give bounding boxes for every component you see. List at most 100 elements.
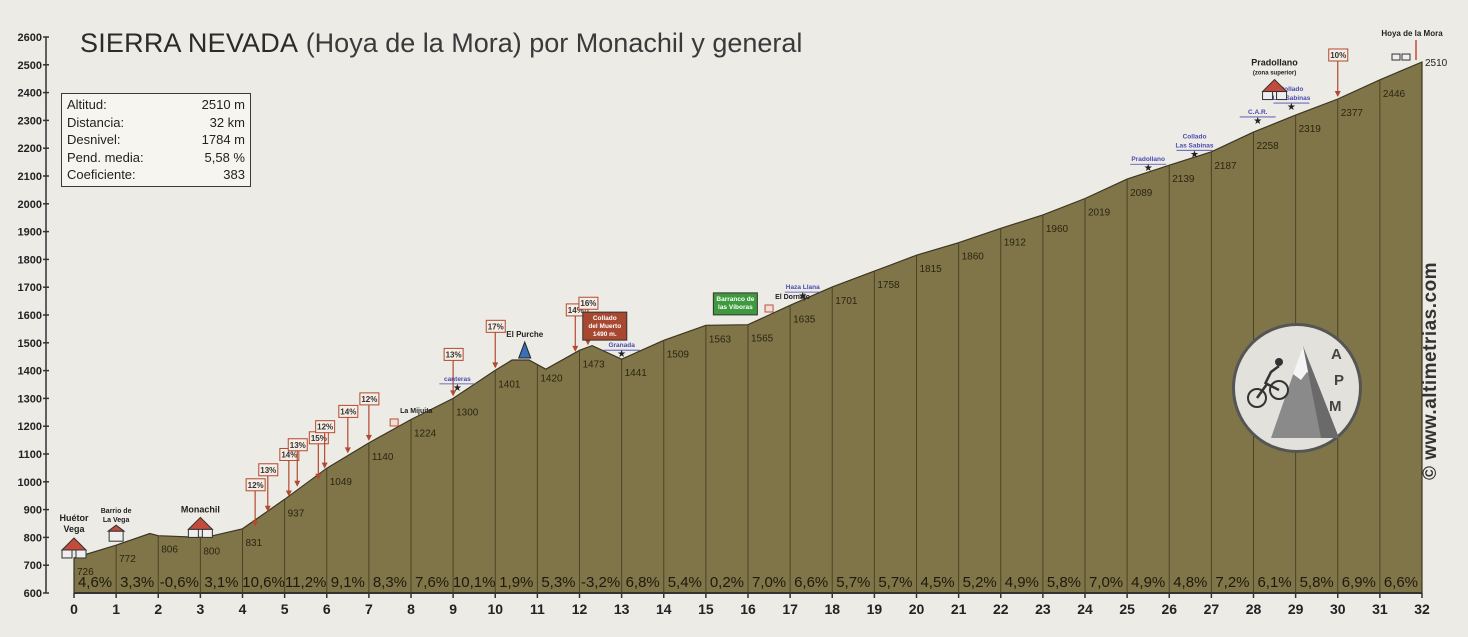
stat-value: 1784 m xyxy=(201,132,245,147)
segment-grade-label: 3,1% xyxy=(204,574,238,591)
altitude-label: 831 xyxy=(246,538,263,549)
y-tick-label: 1700 xyxy=(18,282,42,294)
town-roof-icon xyxy=(187,516,214,530)
segment-grade-label: -3,2% xyxy=(581,574,620,591)
max-grade-marker: 14% xyxy=(338,404,359,454)
place-label: Las Sabinas xyxy=(1272,95,1310,102)
max-grade-marker: 12% xyxy=(245,478,266,527)
x-tick-label: 11 xyxy=(530,601,545,617)
altitude-label: 1912 xyxy=(1004,237,1027,248)
village-roof-icon xyxy=(106,524,126,532)
website-watermark: © www.altimetrias.com xyxy=(1420,261,1441,480)
town-house-icon xyxy=(75,549,87,559)
x-tick-label: 22 xyxy=(993,601,1009,617)
max-grade-marker: 13% xyxy=(287,438,308,487)
info-box-label: las Víboras xyxy=(718,304,753,311)
place-marker: Barrio de La Vega xyxy=(101,508,132,542)
x-tick-label: 15 xyxy=(698,601,714,617)
arrow-head-icon xyxy=(584,339,591,346)
arrow-head-icon xyxy=(572,345,579,352)
stat-row-elevation-gain: Desnivel: 1784 m xyxy=(67,131,245,149)
town-house-icon xyxy=(201,528,213,538)
x-tick-label: 6 xyxy=(323,601,331,617)
y-tick-label: 2300 xyxy=(18,115,42,127)
x-tick-label: 17 xyxy=(782,601,798,617)
altitude-label: 2446 xyxy=(1383,89,1406,100)
place-marker: ★canteras xyxy=(439,376,476,394)
segment-grade-label: 3,3% xyxy=(120,574,154,591)
place-marker: Pradollano (zona superior) xyxy=(1251,58,1298,101)
logo-letter: A xyxy=(1331,346,1342,363)
max-grade-label: 12% xyxy=(317,423,333,432)
max-grade-label: 15% xyxy=(311,434,327,443)
place-label: La Mijuita xyxy=(400,408,432,415)
town-house-icon xyxy=(187,528,199,538)
stat-row-average-grade: Pend. media: 5,58 % xyxy=(67,149,245,167)
place-label: (zona superior) xyxy=(1253,71,1296,77)
altitude-label: 1420 xyxy=(540,374,563,385)
logo-letter: M xyxy=(1329,398,1342,415)
y-tick-label: 2400 xyxy=(18,88,42,100)
altitude-label: 937 xyxy=(288,508,305,519)
altitude-label: 2377 xyxy=(1341,108,1364,119)
x-tick-label: 2 xyxy=(154,601,162,617)
segment-grade-label: 5,7% xyxy=(878,574,912,591)
town-roof-icon xyxy=(1261,78,1288,93)
altitude-label: 1635 xyxy=(793,314,816,325)
x-tick-label: 21 xyxy=(951,601,967,617)
apm-logo: A P M xyxy=(1232,323,1362,453)
y-tick-label: 700 xyxy=(24,560,42,572)
place-label: C.A.R. xyxy=(1248,109,1268,116)
altitude-label: 1860 xyxy=(962,252,985,263)
place-label: Las Sabinas xyxy=(1176,142,1214,149)
segment-grade-label: 7,2% xyxy=(1215,574,1249,591)
segment-grade-label: 4,8% xyxy=(1173,574,1207,591)
segment-grade-label: 6,9% xyxy=(1342,574,1376,591)
max-grade-label: 12% xyxy=(361,395,377,404)
x-tick-label: 4 xyxy=(239,601,247,617)
stats-box: Altitud: 2510 m Distancia: 32 km Desnive… xyxy=(61,93,251,187)
arrow-head-icon xyxy=(252,520,259,527)
summit-house-icon xyxy=(1401,53,1411,61)
x-tick-label: 29 xyxy=(1288,601,1304,617)
y-tick-label: 1300 xyxy=(18,393,42,405)
max-grade-marker: 10% xyxy=(1328,48,1349,97)
altitude-label: 2139 xyxy=(1172,174,1195,185)
info-box-rect xyxy=(582,311,628,341)
altitude-label: 726 xyxy=(77,567,94,578)
x-tick-label: 3 xyxy=(196,601,204,617)
place-label: Granada xyxy=(608,342,635,349)
place-marker: El Dornajo xyxy=(764,294,810,313)
altitude-label: 2510 xyxy=(1425,58,1448,69)
x-tick-label: 16 xyxy=(740,601,756,617)
star-icon: ★ xyxy=(617,349,626,360)
y-tick-label: 1200 xyxy=(18,421,42,433)
segment-grade-label: 10,6% xyxy=(242,574,285,591)
stat-label: Desnivel: xyxy=(67,132,121,147)
altitude-label: 2089 xyxy=(1130,188,1153,199)
stat-label: Distancia: xyxy=(67,114,125,130)
altitude-label: 2258 xyxy=(1257,141,1280,152)
altitude-label: 1401 xyxy=(498,379,521,390)
info-box-label: del Muerto xyxy=(588,323,621,330)
stat-value: 2510 m xyxy=(201,97,245,112)
max-grade-label: 13% xyxy=(446,350,462,359)
segment-grade-label: 4,9% xyxy=(1131,574,1165,591)
max-grade-marker: 17% xyxy=(485,319,506,369)
max-grade-label: 13% xyxy=(290,441,306,450)
stat-row-altitude: Altitud: 2510 m xyxy=(67,96,245,114)
logo-letter: P xyxy=(1334,372,1345,389)
max-grade-marker: 12% xyxy=(315,420,336,469)
place-label: La Vega xyxy=(103,517,130,524)
altitude-label: 1300 xyxy=(456,407,479,418)
altitude-label: 1565 xyxy=(751,334,774,345)
x-tick-label: 12 xyxy=(572,601,588,617)
altitude-label: 1758 xyxy=(877,280,900,291)
place-marker: ★Haza Llana xyxy=(784,284,821,302)
segment-grade-label: 0,2% xyxy=(710,574,744,591)
segment-grade-label: 5,8% xyxy=(1047,574,1081,591)
star-icon: ★ xyxy=(1190,149,1199,160)
